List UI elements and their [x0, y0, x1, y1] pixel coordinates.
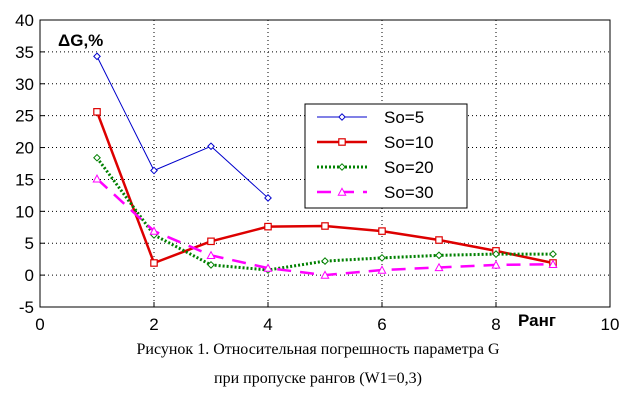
x-tick-label: 6	[377, 315, 386, 334]
legend-marker	[338, 138, 346, 146]
x-tick-label: 2	[149, 315, 158, 334]
data-point	[321, 222, 329, 230]
data-point	[548, 259, 558, 268]
x-tick-label: 4	[263, 315, 272, 334]
data-point	[377, 265, 387, 274]
data-point	[549, 250, 557, 258]
y-tick-label: 15	[15, 170, 34, 189]
data-point	[321, 257, 329, 265]
y-tick-label: 40	[15, 11, 34, 30]
legend: So=5 So=10 So=20 So=30	[304, 103, 468, 209]
legend-marker	[338, 113, 346, 121]
x-axis-label: Ранг	[518, 311, 556, 330]
data-point	[264, 222, 272, 231]
x-tick-label: 0	[35, 315, 44, 334]
data-point	[150, 166, 158, 175]
y-tick-label: 20	[15, 139, 34, 158]
legend-label: So=10	[384, 133, 434, 152]
legend-marker	[338, 163, 346, 171]
data-point	[93, 108, 101, 116]
legend-label: So=30	[384, 183, 434, 202]
y-tick-label: -5	[19, 298, 34, 317]
legend-label: So=20	[384, 158, 434, 177]
data-point	[207, 260, 215, 269]
series-4	[92, 174, 558, 279]
legend-box	[304, 103, 468, 209]
data-point	[491, 260, 501, 269]
figure-caption-line-1: Рисунок 1. Относительная погрешность пар…	[136, 341, 500, 358]
data-point	[92, 174, 102, 183]
data-point	[378, 227, 386, 235]
data-point	[206, 250, 216, 260]
data-point	[435, 236, 443, 244]
y-tick-label: 5	[25, 234, 34, 253]
series-1	[93, 52, 272, 202]
data-point	[492, 250, 500, 258]
data-point	[378, 253, 386, 262]
y-tick-label: 30	[15, 75, 34, 94]
data-point	[263, 263, 273, 272]
series-line	[95, 156, 553, 272]
data-point	[207, 237, 215, 246]
figure-caption-line-2: при пропуске рангов (W1=0,3)	[214, 370, 422, 387]
data-point	[93, 52, 101, 61]
series-line	[96, 56, 269, 199]
y-tick-label: 35	[15, 43, 34, 62]
data-point	[150, 259, 158, 267]
y-tick-label: 25	[15, 107, 34, 126]
plot-frame	[39, 19, 611, 308]
data-point	[264, 194, 272, 202]
data-point	[93, 153, 101, 162]
y-axis-label: ΔG,%	[58, 31, 103, 50]
data-point	[320, 270, 330, 279]
legend-marker	[337, 187, 347, 196]
x-tick-label: 8	[491, 315, 500, 334]
data-point	[207, 142, 215, 151]
data-point	[434, 262, 444, 272]
data-point	[435, 251, 443, 260]
series-layer	[92, 52, 558, 279]
data-point	[149, 226, 159, 235]
legend-label: So=5	[384, 108, 424, 127]
y-tick-label: 10	[15, 202, 34, 221]
x-tick-label: 10	[601, 315, 620, 334]
y-tick-label: 0	[25, 266, 34, 285]
